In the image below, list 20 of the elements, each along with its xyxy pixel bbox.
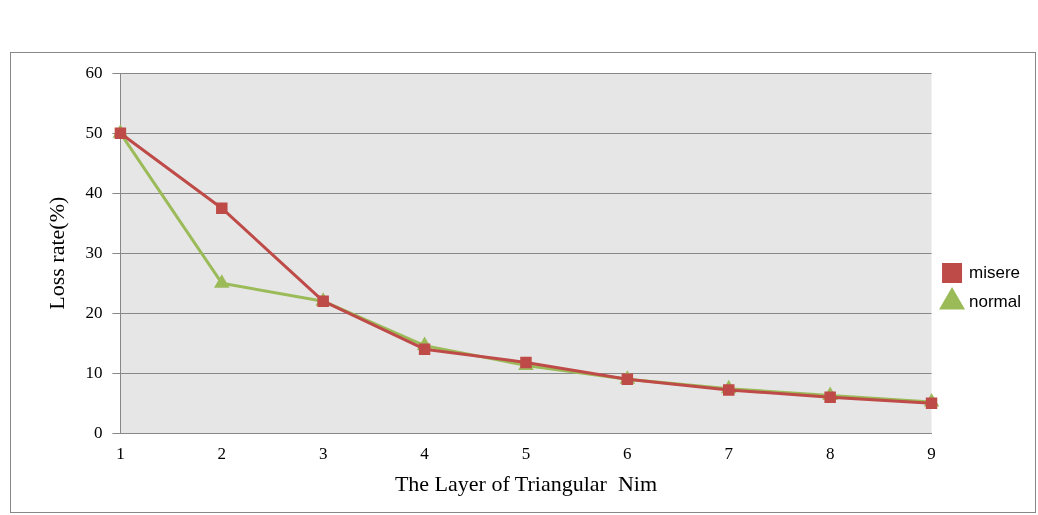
- x-tick-label: 9: [927, 443, 936, 463]
- x-tick-label: 3: [318, 443, 328, 463]
- x-tick-label: 2: [217, 443, 227, 463]
- y-tick-label: 50: [85, 122, 103, 142]
- x-tick-label: 7: [724, 443, 734, 463]
- x-axis-title: The Layer of Triangular Nim: [394, 470, 658, 496]
- y-tick-label: 0: [93, 422, 103, 442]
- x-tick-label: 4: [420, 443, 430, 463]
- y-tick-label: 40: [85, 182, 103, 202]
- x-tick-label: 8: [825, 443, 835, 463]
- legend-label: normal: [969, 291, 1022, 311]
- y-tick-label: 60: [85, 62, 103, 82]
- x-tick-label: 1: [116, 443, 125, 463]
- x-tick-label: 6: [623, 443, 632, 463]
- x-tick-label: 5: [521, 443, 531, 463]
- y-axis-title: Loss rate(%): [43, 196, 69, 310]
- legend-label: misere: [969, 262, 1021, 282]
- y-tick-label: 30: [85, 242, 103, 262]
- y-tick-label: 20: [85, 302, 103, 322]
- y-tick-label: 10: [85, 362, 103, 382]
